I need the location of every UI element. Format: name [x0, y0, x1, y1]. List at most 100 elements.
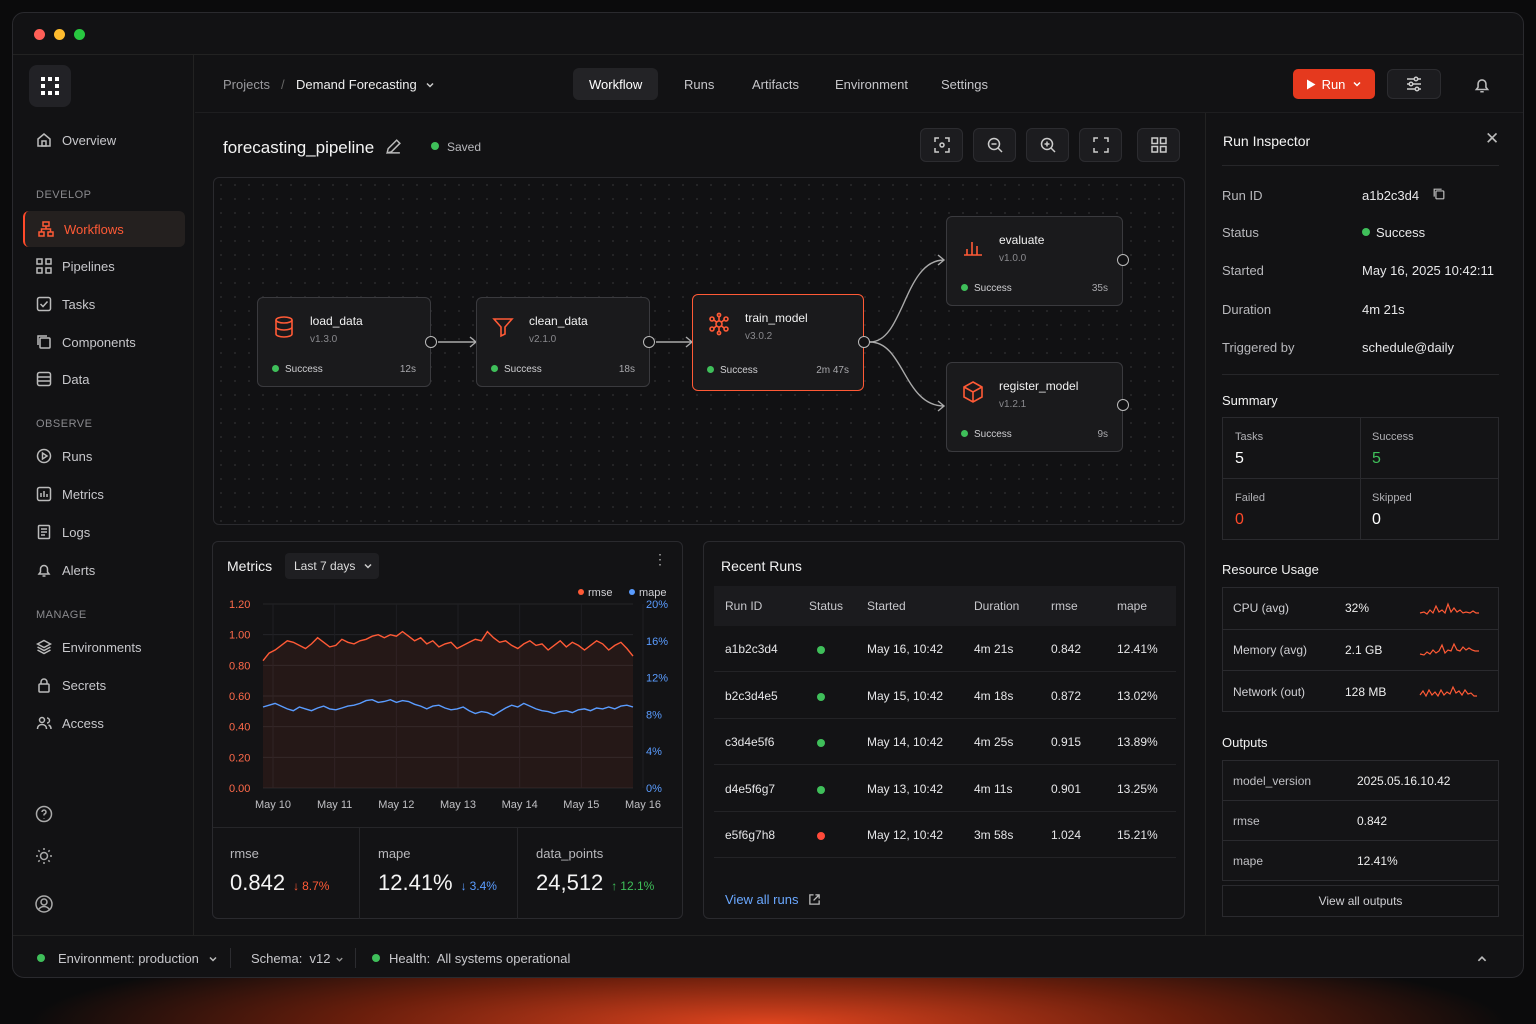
- bell-icon[interactable]: [1473, 76, 1491, 94]
- tab-environment[interactable]: Environment: [835, 76, 908, 92]
- sidebar-item-logs[interactable]: Logs: [23, 514, 185, 550]
- sidebar-item-workflows[interactable]: Workflows: [23, 211, 185, 247]
- sidebar-item-overview[interactable]: Overview: [23, 122, 185, 158]
- user-avatar-icon[interactable]: [35, 895, 53, 913]
- column-header[interactable]: rmse: [1051, 599, 1078, 613]
- table-cell: b2c3d4e5: [725, 688, 778, 703]
- cpu-sparkline: [1419, 602, 1479, 615]
- outputs-title: Outputs: [1222, 735, 1268, 750]
- column-header[interactable]: Started: [867, 599, 906, 613]
- table-cell: 0.872: [1051, 688, 1082, 703]
- sidebar-item-data[interactable]: Data: [23, 361, 185, 397]
- view-all-outputs-button[interactable]: View all outputs: [1222, 885, 1499, 917]
- run-button[interactable]: Run: [1293, 69, 1375, 99]
- breadcrumb-project[interactable]: Demand Forecasting: [296, 77, 417, 92]
- breadcrumb-projects[interactable]: Projects: [223, 77, 270, 92]
- copy-icon[interactable]: [1432, 187, 1446, 201]
- port-clean-data-out[interactable]: [643, 336, 655, 348]
- node-clean-data[interactable]: clean_data v2.1.0 Success 18s: [476, 297, 650, 387]
- zoom-in-button[interactable]: [1026, 128, 1069, 162]
- schema-selector[interactable]: Schema: v12: [251, 951, 331, 966]
- chevron-down-icon[interactable]: [335, 955, 344, 964]
- sidebar-item-environments[interactable]: Environments: [23, 629, 185, 665]
- column-header[interactable]: Run ID: [725, 599, 763, 613]
- play-icon: [1306, 79, 1316, 89]
- node-evaluate[interactable]: evaluate v1.0.0 Success 35s: [946, 216, 1123, 306]
- sidebar-item-components[interactable]: Components: [23, 324, 185, 360]
- workflow-canvas[interactable]: load_data v1.3.0 Success 12s clean_data …: [213, 177, 1185, 525]
- summary-label: Tasks: [1235, 431, 1264, 443]
- close-icon[interactable]: ✕: [1485, 129, 1500, 148]
- sidebar-item-secrets[interactable]: Secrets: [23, 667, 185, 703]
- more-options-icon[interactable]: ⋮: [653, 551, 667, 567]
- edit-pencil-icon[interactable]: [385, 138, 402, 155]
- tab-settings[interactable]: Settings: [941, 76, 988, 92]
- environment-selector[interactable]: Environment: production: [58, 951, 199, 966]
- range-select[interactable]: Last 7 days: [285, 553, 379, 579]
- health-status-dot: [372, 954, 380, 962]
- summary-grid: Tasks 5 Success 5 Failed 0 Skipped 0: [1222, 417, 1499, 540]
- table-row[interactable]: b2c3d4e5 May 15, 10:42 4m 18s 0.872 13.02%: [714, 673, 1176, 719]
- port-load-data-out[interactable]: [425, 336, 437, 348]
- x-tick-label: May 12: [378, 799, 414, 811]
- tab-artifacts[interactable]: Artifacts: [752, 76, 799, 92]
- help-icon[interactable]: [35, 805, 53, 823]
- chevron-down-icon: [364, 563, 372, 569]
- zoom-in-icon: [1040, 137, 1056, 153]
- resource-label: Network (out): [1233, 685, 1306, 699]
- tab-runs[interactable]: Runs: [684, 76, 715, 92]
- app-logo[interactable]: [29, 65, 71, 107]
- table-cell: 4m 25s: [974, 735, 1014, 749]
- fit-view-button[interactable]: [920, 128, 963, 162]
- app-window: Overview DEVELOP Workflows Pipelines Tas…: [12, 12, 1524, 978]
- node-name: load_data: [310, 314, 363, 328]
- theme-sun-icon[interactable]: [35, 847, 53, 865]
- view-all-runs-link[interactable]: View all runs: [725, 892, 821, 907]
- close-window-button[interactable]: [34, 29, 45, 40]
- fullscreen-button[interactable]: [1079, 128, 1122, 162]
- column-header[interactable]: mape: [1117, 599, 1148, 613]
- legend-marker: [578, 589, 584, 595]
- chevron-down-icon[interactable]: [208, 954, 218, 964]
- table-cell: a1b2c3d4: [725, 642, 778, 656]
- node-load-data[interactable]: load_data v1.3.0 Success 12s: [257, 297, 431, 387]
- minimize-window-button[interactable]: [54, 29, 65, 40]
- stat-label: mape: [378, 846, 411, 861]
- table-row[interactable]: d4e5f6g7 May 13, 10:42 4m 11s 0.901 13.25%: [714, 766, 1176, 812]
- recent-runs-panel: Recent Runs Run ID Status Started Duration r…: [703, 541, 1185, 919]
- chevron-up-icon[interactable]: [1476, 953, 1488, 965]
- filter-settings-button[interactable]: [1387, 69, 1441, 99]
- table-row[interactable]: e5f6g7h8 May 12, 10:42 3m 58s 1.024 15.21%: [714, 812, 1176, 858]
- sidebar-item-pipelines[interactable]: Pipelines: [23, 248, 185, 284]
- field-run-id: a1b2c3d4: [1362, 188, 1420, 203]
- tab-workflow[interactable]: Workflow: [573, 68, 659, 100]
- port-register-model-out[interactable]: [1117, 399, 1129, 411]
- top-bar: Projects / Demand Forecasting Workflow R…: [195, 55, 1523, 113]
- table-cell: 15.21%: [1117, 828, 1158, 842]
- divider: [1222, 165, 1499, 166]
- port-train-model-out[interactable]: [858, 336, 870, 348]
- row-divider: [1223, 629, 1498, 630]
- column-header[interactable]: Duration: [974, 599, 1020, 613]
- table-row[interactable]: a1b2c3d4 May 16, 10:42 4m 21s 0.842 12.41%: [714, 626, 1176, 672]
- sidebar-item-alerts[interactable]: Alerts: [23, 552, 185, 588]
- arrow-down-icon: ↓: [293, 879, 300, 893]
- sidebar-item-access[interactable]: Access: [23, 705, 185, 741]
- grid-layout-button[interactable]: [1137, 128, 1180, 162]
- table-row[interactable]: c3d4e5f6 May 14, 10:42 4m 25s 0.915 13.89%: [714, 719, 1176, 765]
- sidebar-item-tasks[interactable]: Tasks: [23, 286, 185, 322]
- pipeline-icon: [36, 258, 52, 274]
- node-register-model[interactable]: register_model v1.2.1 Success 9s: [946, 362, 1123, 452]
- sidebar-item-metrics[interactable]: Metrics: [23, 476, 185, 512]
- column-header[interactable]: Status: [809, 599, 844, 613]
- expand-icon: [1092, 137, 1109, 153]
- sidebar-item-runs[interactable]: Runs: [23, 438, 185, 474]
- field-status: Success: [1376, 225, 1426, 240]
- zoom-out-button[interactable]: [973, 128, 1016, 162]
- series-area-rmse: [263, 631, 633, 788]
- chevron-down-icon[interactable]: [425, 80, 435, 90]
- grid-icon: [1150, 137, 1167, 153]
- maximize-window-button[interactable]: [74, 29, 85, 40]
- port-evaluate-out[interactable]: [1117, 254, 1129, 266]
- node-train-model[interactable]: train_model v3.0.2 Success 2m 47s: [692, 294, 864, 391]
